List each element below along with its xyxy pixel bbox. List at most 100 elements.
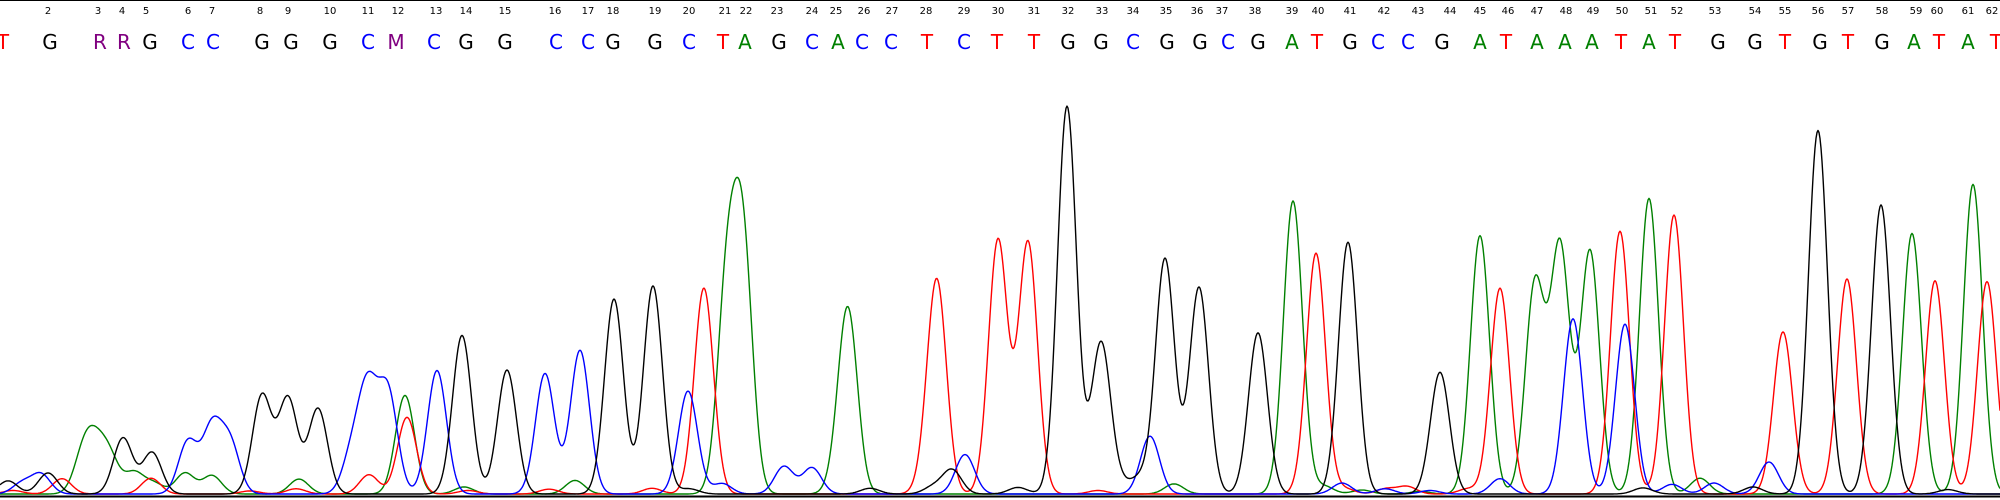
base-call: C [957, 30, 971, 54]
base-call: R [93, 30, 107, 54]
base-call: T [990, 30, 1004, 54]
base-call: A [1530, 30, 1544, 54]
base-call: C [855, 30, 869, 54]
position-number: 2 [45, 6, 51, 17]
base-call: G [1060, 30, 1076, 54]
position-number: 33 [1096, 6, 1109, 17]
position-number: 58 [1876, 6, 1889, 17]
position-number: 57 [1842, 6, 1855, 17]
trace-T [0, 214, 2000, 495]
position-number: 43 [1412, 6, 1425, 17]
base-call: C [581, 30, 595, 54]
base-call: G [1250, 30, 1266, 54]
position-number: 37 [1216, 6, 1229, 17]
trace-group [0, 105, 2000, 495]
base-call: R [117, 30, 131, 54]
base-call: T [920, 30, 934, 54]
base-call: C [805, 30, 819, 54]
position-number: 21 [719, 6, 732, 17]
base-call: T [1989, 30, 2000, 54]
position-number: 38 [1249, 6, 1262, 17]
base-call: G [1812, 30, 1828, 54]
position-number: 17 [582, 6, 595, 17]
base-call: C [1371, 30, 1385, 54]
base-call: T [0, 30, 10, 54]
base-call: A [1558, 30, 1572, 54]
base-call: G [322, 30, 338, 54]
base-call: G [647, 30, 663, 54]
base-call: G [458, 30, 474, 54]
position-number: 32 [1062, 6, 1075, 17]
position-number: 25 [830, 6, 843, 17]
base-call: G [1159, 30, 1175, 54]
position-number: 61 [1962, 6, 1975, 17]
position-number: 7 [209, 6, 215, 17]
base-call: M [387, 30, 404, 54]
position-number: 50 [1616, 6, 1629, 17]
position-number: 60 [1931, 6, 1944, 17]
base-call: C [1401, 30, 1415, 54]
position-number: 16 [549, 6, 562, 17]
base-call: G [1093, 30, 1109, 54]
position-number: 18 [607, 6, 620, 17]
position-number: 39 [1286, 6, 1299, 17]
base-call: G [42, 30, 58, 54]
base-call: T [1027, 30, 1041, 54]
base-call: C [361, 30, 375, 54]
position-number: 42 [1378, 6, 1391, 17]
position-number: 6 [185, 6, 191, 17]
position-number: 24 [806, 6, 819, 17]
position-number: 52 [1671, 6, 1684, 17]
position-number: 30 [992, 6, 1005, 17]
position-number: 36 [1191, 6, 1204, 17]
base-call: C [549, 30, 563, 54]
base-call: G [254, 30, 270, 54]
base-call: T [1778, 30, 1792, 54]
position-number: 31 [1028, 6, 1041, 17]
position-number: 48 [1560, 6, 1573, 17]
base-call: A [1473, 30, 1487, 54]
base-call: G [605, 30, 621, 54]
base-call: G [142, 30, 158, 54]
position-number: 35 [1160, 6, 1173, 17]
base-call: C [181, 30, 195, 54]
position-number: 8 [257, 6, 263, 17]
base-call: C [884, 30, 898, 54]
position-number: 47 [1531, 6, 1544, 17]
position-number: 5 [143, 6, 149, 17]
label-group: 2 3 4 5 6 7 8 9 10 11 12 13 14 15 16 17 18 19 20 21 22 23 24 25… [0, 6, 2000, 54]
position-number: 62 [1986, 6, 1999, 17]
position-number: 34 [1127, 6, 1140, 17]
base-call: G [1747, 30, 1763, 54]
base-call: A [1585, 30, 1599, 54]
trace-A [0, 176, 2000, 495]
position-number: 11 [362, 6, 375, 17]
base-call: G [1710, 30, 1726, 54]
position-number: 45 [1474, 6, 1487, 17]
base-call: A [1285, 30, 1299, 54]
position-number: 55 [1779, 6, 1792, 17]
base-call: A [738, 30, 752, 54]
position-number: 51 [1645, 6, 1658, 17]
base-call: G [1434, 30, 1450, 54]
position-number: 56 [1812, 6, 1825, 17]
position-number: 41 [1344, 6, 1357, 17]
position-number: 44 [1444, 6, 1457, 17]
position-number: 26 [858, 6, 871, 17]
trace-G [0, 105, 2000, 495]
base-call: T [1499, 30, 1513, 54]
position-number: 15 [499, 6, 512, 17]
position-number: 19 [649, 6, 662, 17]
position-number: 9 [285, 6, 291, 17]
base-call: G [1192, 30, 1208, 54]
base-call: G [1342, 30, 1358, 54]
position-number: 22 [740, 6, 753, 17]
position-number: 29 [958, 6, 971, 17]
base-call: C [1221, 30, 1235, 54]
position-number: 46 [1502, 6, 1515, 17]
base-call: A [1961, 30, 1975, 54]
base-call: A [1907, 30, 1921, 54]
base-call: T [1932, 30, 1946, 54]
